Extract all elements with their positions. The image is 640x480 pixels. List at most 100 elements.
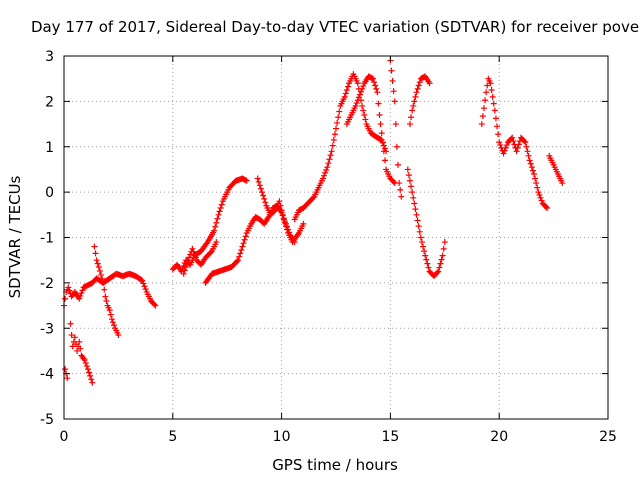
data-point-marker: [343, 87, 350, 94]
data-point-marker: [335, 114, 342, 121]
data-point-marker: [300, 220, 307, 227]
data-point-marker: [213, 219, 220, 226]
data-point-marker: [373, 85, 380, 92]
series-trace-g: [202, 202, 298, 286]
data-point-marker: [490, 100, 497, 107]
data-point-marker: [185, 257, 192, 264]
data-point-marker: [390, 88, 397, 95]
data-point-marker: [64, 375, 71, 382]
data-point-marker: [81, 357, 88, 364]
data-point-marker: [412, 93, 419, 100]
data-point-marker: [87, 372, 94, 379]
data-point-marker: [376, 111, 383, 118]
data-point-marker: [398, 193, 405, 200]
data-point-marker: [362, 116, 369, 123]
data-point-marker: [379, 139, 386, 146]
data-point-marker: [76, 295, 83, 302]
data-point-marker: [62, 295, 69, 302]
data-point-marker: [503, 142, 510, 149]
data-point-marker: [409, 189, 416, 196]
data-point-marker: [509, 134, 516, 141]
data-point-marker: [408, 114, 415, 121]
data-point-marker: [375, 100, 382, 107]
data-point-marker: [521, 138, 528, 145]
data-point-marker: [92, 250, 99, 257]
data-point-marker: [86, 369, 93, 376]
data-point-marker: [408, 183, 415, 190]
series-trace-m: [404, 166, 448, 280]
data-point-marker: [354, 80, 361, 87]
data-point-marker: [99, 275, 106, 282]
data-point-marker: [533, 180, 540, 187]
data-point-marker: [377, 121, 384, 128]
data-point-marker: [217, 205, 224, 212]
data-point-marker: [65, 284, 72, 291]
data-point-marker: [405, 172, 412, 179]
data-point-marker: [487, 80, 494, 87]
data-point-marker: [279, 211, 286, 218]
data-point-marker: [483, 89, 490, 96]
data-point-marker: [359, 85, 366, 92]
data-point-marker: [484, 82, 491, 89]
data-point-marker: [106, 307, 113, 314]
data-point-marker: [526, 157, 533, 164]
series-trace-c: [67, 320, 96, 386]
data-point-marker: [417, 234, 424, 241]
data-point-marker: [510, 138, 517, 145]
data-point-marker: [360, 83, 367, 90]
data-point-marker: [559, 180, 566, 187]
y-tick-label: 1: [45, 140, 54, 156]
data-point-marker: [330, 136, 337, 143]
data-point-marker: [191, 251, 198, 258]
data-point-marker: [501, 147, 508, 154]
data-point-marker: [392, 121, 399, 128]
data-point-marker: [414, 85, 421, 92]
data-point-marker: [141, 283, 148, 290]
series-trace-h: [254, 175, 307, 246]
series-trace-j: [343, 73, 398, 187]
data-point-marker: [69, 343, 76, 350]
data-point-marker: [180, 270, 187, 277]
data-point-marker: [525, 152, 532, 159]
data-point-marker: [139, 277, 146, 284]
data-point-marker: [542, 203, 549, 210]
data-point-marker: [254, 175, 261, 182]
data-point-marker: [282, 223, 289, 230]
data-point-marker: [437, 260, 444, 267]
data-point-marker: [277, 202, 284, 209]
data-point-marker: [413, 211, 420, 218]
data-point-marker: [140, 280, 147, 287]
data-point-marker: [240, 240, 247, 247]
data-point-marker: [93, 257, 100, 264]
data-point-marker: [544, 205, 551, 212]
data-point-marker: [500, 150, 507, 157]
data-point-marker: [414, 217, 421, 224]
data-point-marker: [488, 87, 495, 94]
data-point-marker: [77, 345, 84, 352]
data-point-marker: [513, 148, 520, 155]
y-tick-label: -1: [40, 231, 54, 247]
data-point-marker: [151, 301, 158, 308]
data-point-marker: [537, 194, 544, 201]
data-point-marker: [328, 148, 335, 155]
data-point-marker: [321, 172, 328, 179]
data-point-marker: [67, 320, 74, 327]
data-point-marker: [514, 144, 521, 151]
data-point-marker: [100, 279, 107, 286]
data-point-marker: [182, 263, 189, 270]
x-tick-label: 0: [60, 429, 69, 445]
data-point-marker: [71, 334, 78, 341]
data-point-marker: [270, 208, 277, 215]
data-point-marker: [103, 298, 110, 305]
data-point-marker: [190, 248, 197, 255]
data-point-marker: [242, 233, 249, 240]
data-point-marker: [101, 286, 108, 293]
data-point-marker: [423, 256, 430, 263]
data-point-marker: [255, 178, 262, 185]
y-tick-label: -3: [40, 321, 54, 337]
data-point-marker: [327, 152, 334, 159]
data-point-marker: [241, 236, 248, 243]
chart-title: Day 177 of 2017, Sidereal Day-to-day VTE…: [31, 18, 639, 36]
data-point-marker: [439, 252, 446, 259]
